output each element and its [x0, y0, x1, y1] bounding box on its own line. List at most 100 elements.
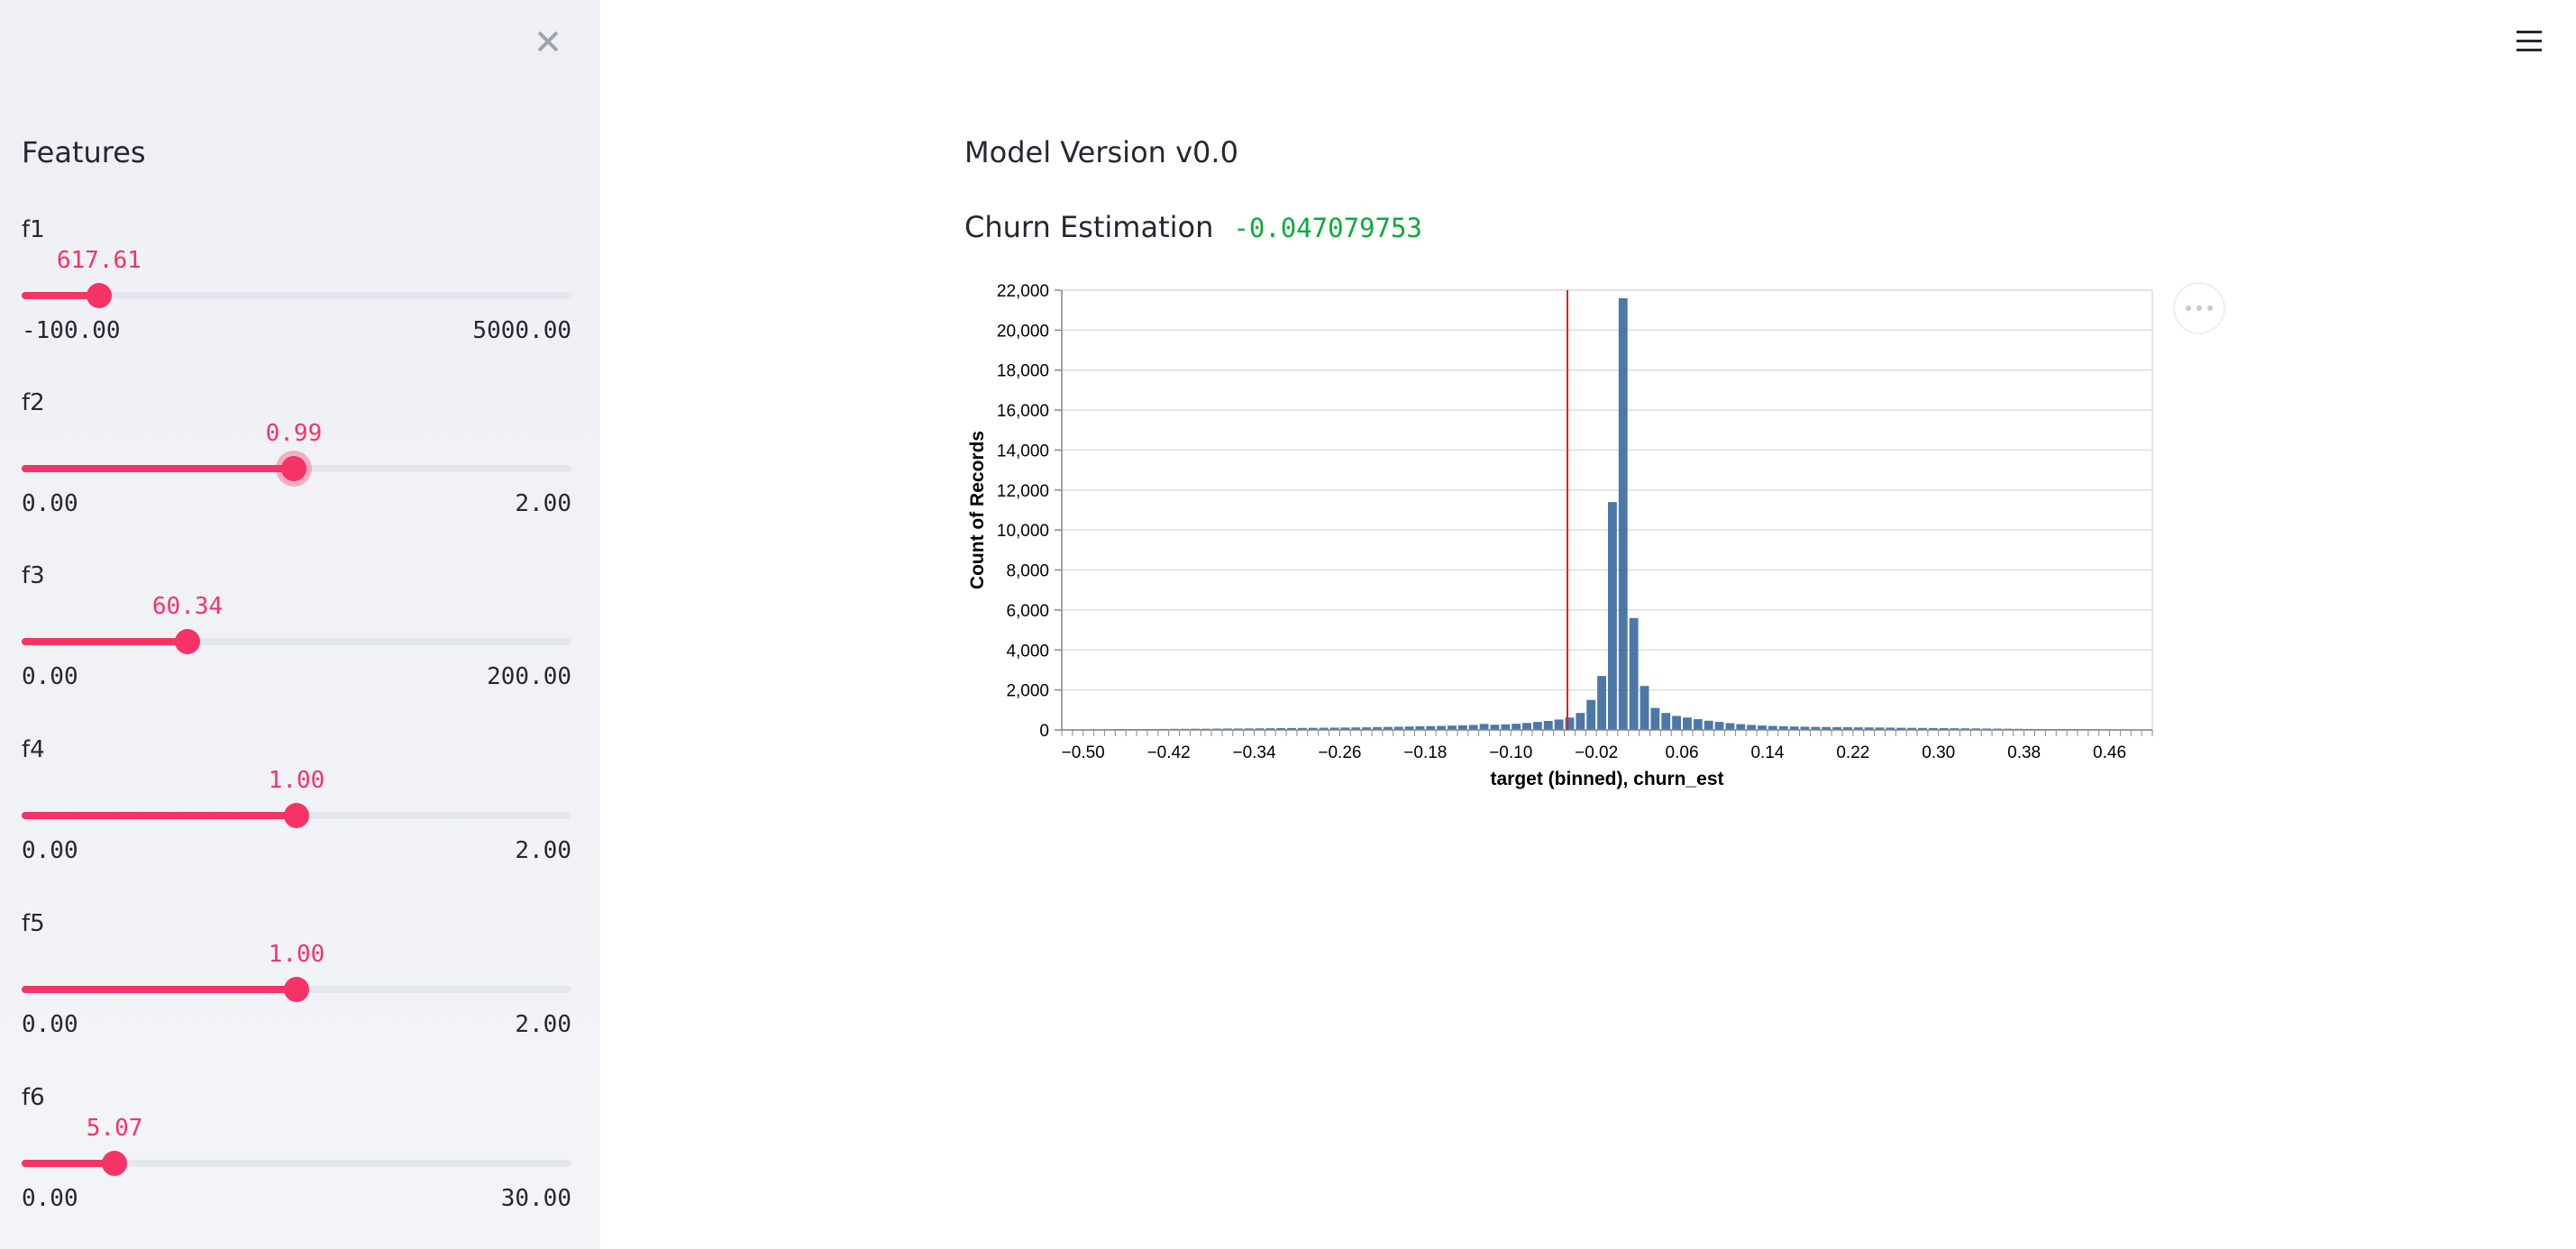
churn-estimation-row: Churn Estimation -0.047079753	[964, 210, 1422, 244]
x-tick-label: −0.34	[1232, 743, 1276, 762]
histogram-bar	[1864, 727, 1874, 730]
histogram-bar	[1351, 727, 1361, 730]
slider-thumb[interactable]	[284, 977, 309, 1002]
slider-fill	[22, 292, 99, 299]
slider-fill	[22, 986, 297, 993]
sidebar: Features f1 617.61 -100.00 5000.00 f2 0.99 0.0…	[0, 0, 600, 1249]
histogram-bar	[1842, 727, 1852, 730]
close-sidebar-button[interactable]	[528, 22, 568, 61]
slider-track[interactable]	[22, 629, 571, 654]
histogram-bar	[1554, 719, 1564, 730]
slider-track[interactable]	[22, 456, 571, 481]
histogram-bar	[1811, 726, 1821, 730]
slider-min: -100.00	[22, 317, 121, 344]
histogram-bar	[1960, 728, 1970, 730]
y-tick-label: 2,000	[1006, 682, 1049, 701]
more-dot-icon	[2186, 305, 2191, 311]
histogram-bar	[1608, 502, 1617, 730]
slider-value: 60.34	[151, 593, 224, 620]
slider-fill	[22, 1160, 115, 1167]
y-axis-title: Count of Records	[967, 431, 988, 589]
histogram-bar	[1297, 727, 1307, 730]
histogram-bar	[1393, 726, 1403, 730]
histogram-bar	[1586, 699, 1596, 730]
feature-label: f2	[22, 389, 45, 416]
histogram-svg: 0 2,000 4,000 6,000 8,000 10,000 12,000 14,000 1…	[967, 282, 2153, 789]
slider-thumb[interactable]	[280, 456, 306, 481]
x-tick-label: −0.42	[1147, 743, 1191, 762]
histogram-bar	[1319, 727, 1329, 730]
slider-track[interactable]	[22, 283, 571, 308]
y-tick-label: 18,000	[997, 362, 1049, 381]
y-tick-label: 12,000	[997, 482, 1049, 501]
histogram-bar	[1308, 727, 1318, 730]
slider-min: 0.00	[22, 663, 78, 690]
histogram-bar	[1512, 724, 1521, 730]
histogram-bar	[1800, 726, 1810, 730]
slider-max: 200.00	[487, 663, 571, 690]
slider-min: 0.00	[22, 1011, 78, 1038]
histogram-bar	[1276, 728, 1286, 730]
slider-min: 0.00	[22, 1185, 78, 1212]
y-tick-label: 0	[1039, 722, 1049, 741]
feature-slider-f1: f1 617.61 -100.00 5000.00	[22, 216, 571, 360]
slider-track[interactable]	[22, 1151, 571, 1176]
y-tick-label: 10,000	[997, 522, 1049, 541]
histogram-bar	[1244, 728, 1254, 730]
histogram-bar	[1597, 676, 1606, 730]
feature-slider-f6: f6 5.07 0.00 30.00	[22, 1084, 571, 1228]
more-dot-icon	[2207, 305, 2213, 311]
histogram-bar	[1340, 727, 1350, 730]
plot-frame	[1061, 289, 2153, 731]
hamburger-menu-icon	[2517, 31, 2542, 51]
histogram-bar	[1714, 722, 1724, 730]
histogram-bar	[1672, 716, 1682, 730]
churn-estimation-label: Churn Estimation	[964, 210, 1214, 244]
feature-label: f5	[22, 910, 45, 937]
histogram-bar	[1939, 728, 1949, 730]
histogram-bar	[1778, 725, 1788, 730]
slider-max: 2.00	[515, 837, 571, 864]
slider-max: 2.00	[515, 490, 571, 517]
slider-thumb[interactable]	[86, 283, 112, 308]
slider-thumb[interactable]	[102, 1151, 128, 1176]
x-tick-label: 0.22	[1836, 743, 1869, 762]
slider-thumb[interactable]	[284, 803, 309, 828]
slider-track[interactable]	[22, 803, 571, 828]
y-tick-label: 4,000	[1006, 642, 1049, 661]
slider-track[interactable]	[22, 977, 571, 1002]
histogram-bar	[1704, 720, 1713, 730]
histogram-bar	[1362, 727, 1372, 730]
slider-value: 1.00	[268, 941, 325, 968]
histogram-bar	[1329, 727, 1339, 730]
histogram-chart: 0 2,000 4,000 6,000 8,000 10,000 12,000 14,000 1…	[963, 270, 2179, 811]
histogram-bar	[1886, 727, 1895, 730]
histogram-bar	[1789, 726, 1799, 730]
churn-estimation-value: -0.047079753	[1233, 213, 1422, 243]
x-tick-label: 0.46	[2093, 743, 2126, 762]
histogram-bar	[1222, 728, 1232, 730]
main-menu-button[interactable]	[2509, 22, 2549, 61]
slider-thumb[interactable]	[175, 629, 201, 654]
slider-fill	[22, 812, 297, 819]
y-tick-label: 8,000	[1006, 562, 1049, 581]
chart-actions-button[interactable]	[2173, 282, 2225, 334]
histogram-bar	[1415, 726, 1425, 730]
x-axis-title: target (binned), churn_est	[1490, 769, 1723, 789]
histogram-bar	[1522, 723, 1531, 730]
slider-value: 617.61	[56, 247, 142, 274]
feature-slider-f2: f2 0.99 0.00 2.00	[22, 389, 571, 533]
histogram-bar	[1618, 297, 1628, 730]
feature-label: f1	[22, 216, 45, 243]
slider-max: 5000.00	[472, 317, 571, 344]
sidebar-title: Features	[22, 135, 146, 169]
slider-max: 2.00	[515, 1011, 571, 1038]
histogram-bar	[1693, 719, 1703, 730]
x-tick-label: 0.38	[2007, 743, 2041, 762]
histogram-bar	[1373, 726, 1382, 730]
histogram-bar	[1896, 727, 1906, 730]
histogram-bar	[1950, 728, 1959, 730]
close-icon	[538, 32, 558, 51]
histogram-bar	[1426, 725, 1436, 730]
histogram-bar	[1468, 725, 1478, 730]
